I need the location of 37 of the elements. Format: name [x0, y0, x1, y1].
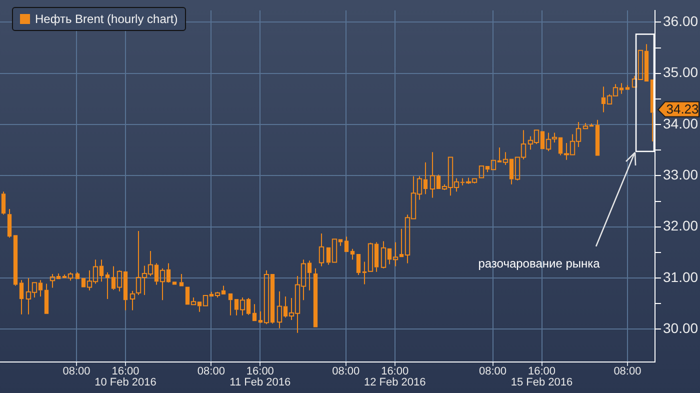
y-tick-label: 34.00: [663, 115, 698, 132]
y-tick-label: 30.00: [663, 320, 698, 336]
legend-label: Нефть Brent (hourly chart): [35, 12, 178, 26]
candlestick: [356, 254, 361, 276]
y-tick-label: 32.00: [663, 218, 698, 234]
candlestick: [1, 191, 6, 216]
candlestick: [318, 233, 324, 267]
candlestick: [625, 84, 630, 90]
x-tick-label: 16:00 12 Feb 2016: [364, 366, 426, 389]
candlestick: [595, 119, 600, 156]
candlestick: [179, 273, 184, 286]
candlestick: [105, 272, 110, 300]
y-tick-label: 33.00: [663, 166, 698, 183]
x-tick-label: 16:00 10 Feb 2016: [94, 366, 156, 389]
y-tick-label: 31.00: [663, 268, 698, 285]
candlestick: [7, 208, 12, 238]
x-tick-label: 08:00: [197, 366, 225, 378]
candlestick: [313, 268, 318, 328]
x-tick-label: 08:00: [614, 366, 642, 378]
text: 34.23: [666, 101, 699, 116]
candlestick: [75, 272, 80, 280]
candlestick: [350, 248, 355, 260]
annotation: разочарование рынка: [478, 256, 600, 271]
candlestick: [228, 293, 233, 316]
candlestick: [252, 304, 257, 322]
candlestick: [44, 283, 49, 314]
candlestick: [13, 235, 18, 286]
x-tick-label: 08:00: [479, 366, 507, 378]
y-tick-label: 36.00: [663, 13, 698, 30]
candlestick: [344, 236, 349, 252]
x-tick-label: 08:00: [62, 366, 90, 378]
candlestick: [130, 290, 136, 311]
x-tick-label: 08:00: [332, 366, 360, 378]
y-tick-label: 35.00: [663, 64, 698, 80]
x-tick-label: 16:00 15 Feb 2016: [510, 366, 573, 389]
candlestick: [19, 280, 24, 315]
x-tick-label: 16:00 11 Feb 2016: [230, 366, 291, 389]
